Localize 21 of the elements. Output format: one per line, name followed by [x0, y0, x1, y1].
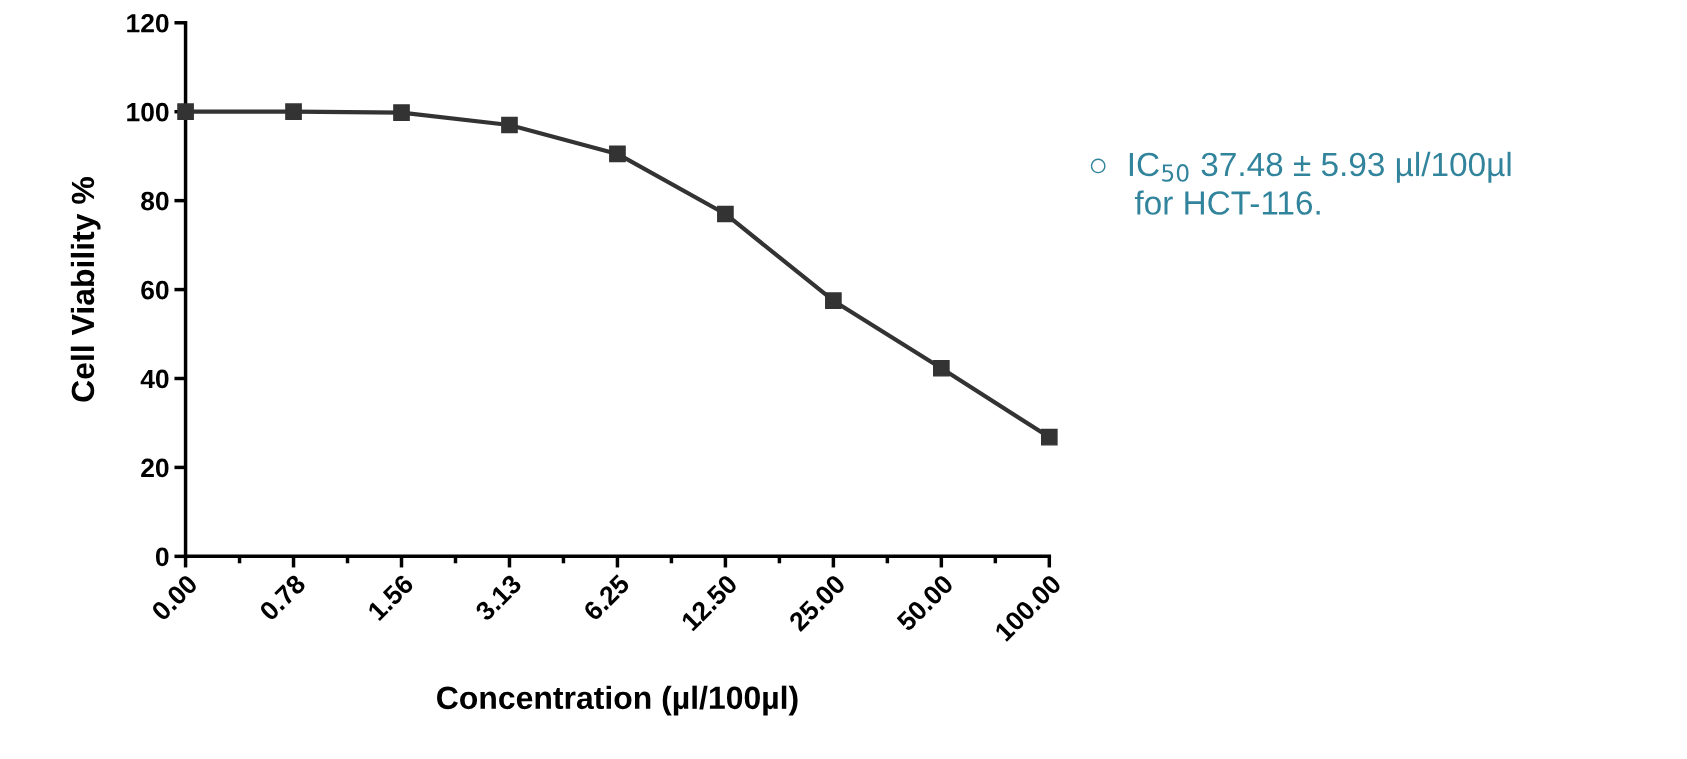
- point: [825, 292, 842, 310]
- point: [393, 104, 410, 121]
- y-tick-label: 40: [140, 369, 169, 389]
- x-tick-label: 0.78: [258, 573, 307, 622]
- x-axis-title: Concentration (µl/100µl): [437, 685, 798, 716]
- point: [285, 103, 302, 121]
- point: [177, 103, 194, 121]
- y-axis-title: Cell Viability %: [70, 177, 101, 402]
- x-tick-label: 0.00: [150, 573, 199, 622]
- point: [933, 359, 950, 377]
- point: [717, 205, 734, 223]
- text: ○ IC$_{50}$ 37.48 ± 5.93 µl/100µl for HCT-116.: [1090, 151, 1511, 215]
- point: [609, 145, 626, 163]
- point: [1040, 428, 1058, 446]
- y-tick-label: 60: [141, 280, 169, 300]
- y-tick-label: 100: [127, 102, 169, 122]
- y-tick-label: 80: [141, 191, 169, 211]
- y-tick-label: 120: [127, 13, 169, 33]
- y-tick-label: 0: [155, 547, 169, 567]
- y-tick-label: 20: [141, 458, 169, 478]
- point: [501, 116, 518, 134]
